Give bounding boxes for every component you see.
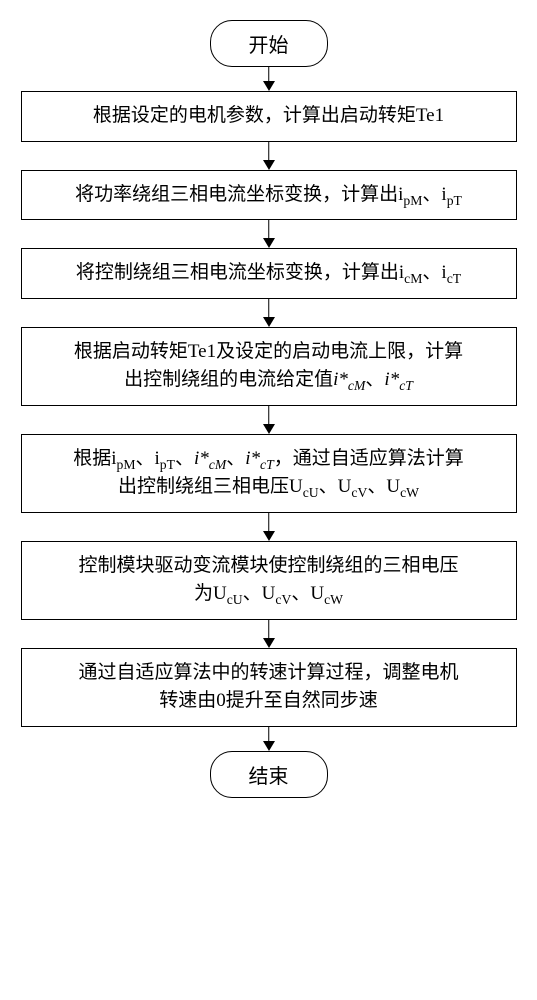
process-step-3: 将控制绕组三相电流坐标变换，计算出icM、icT: [21, 248, 517, 299]
process-step-7: 通过自适应算法中的转速计算过程，调整电机转速由0提升至自然同步速: [21, 648, 517, 727]
process-step-4: 根据启动转矩Te1及设定的启动电流上限，计算出控制绕组的电流给定值i*cM、i*…: [21, 327, 517, 406]
process-step-6: 控制模块驱动变流模块使控制绕组的三相电压为UcU、UcV、UcW: [21, 541, 517, 620]
start-node: 开始: [210, 20, 328, 67]
process-step-2: 将功率绕组三相电流坐标变换，计算出ipM、ipT: [21, 170, 517, 221]
flowchart-container: 开始 根据设定的电机参数，计算出启动转矩Te1 将功率绕组三相电流坐标变换，计算…: [20, 20, 517, 798]
process-step-5: 根据ipM、ipT、i*cM、i*cT，通过自适应算法计算出控制绕组三相电压Uc…: [21, 434, 517, 513]
process-step-1: 根据设定的电机参数，计算出启动转矩Te1: [21, 91, 517, 142]
end-node: 结束: [210, 751, 328, 798]
